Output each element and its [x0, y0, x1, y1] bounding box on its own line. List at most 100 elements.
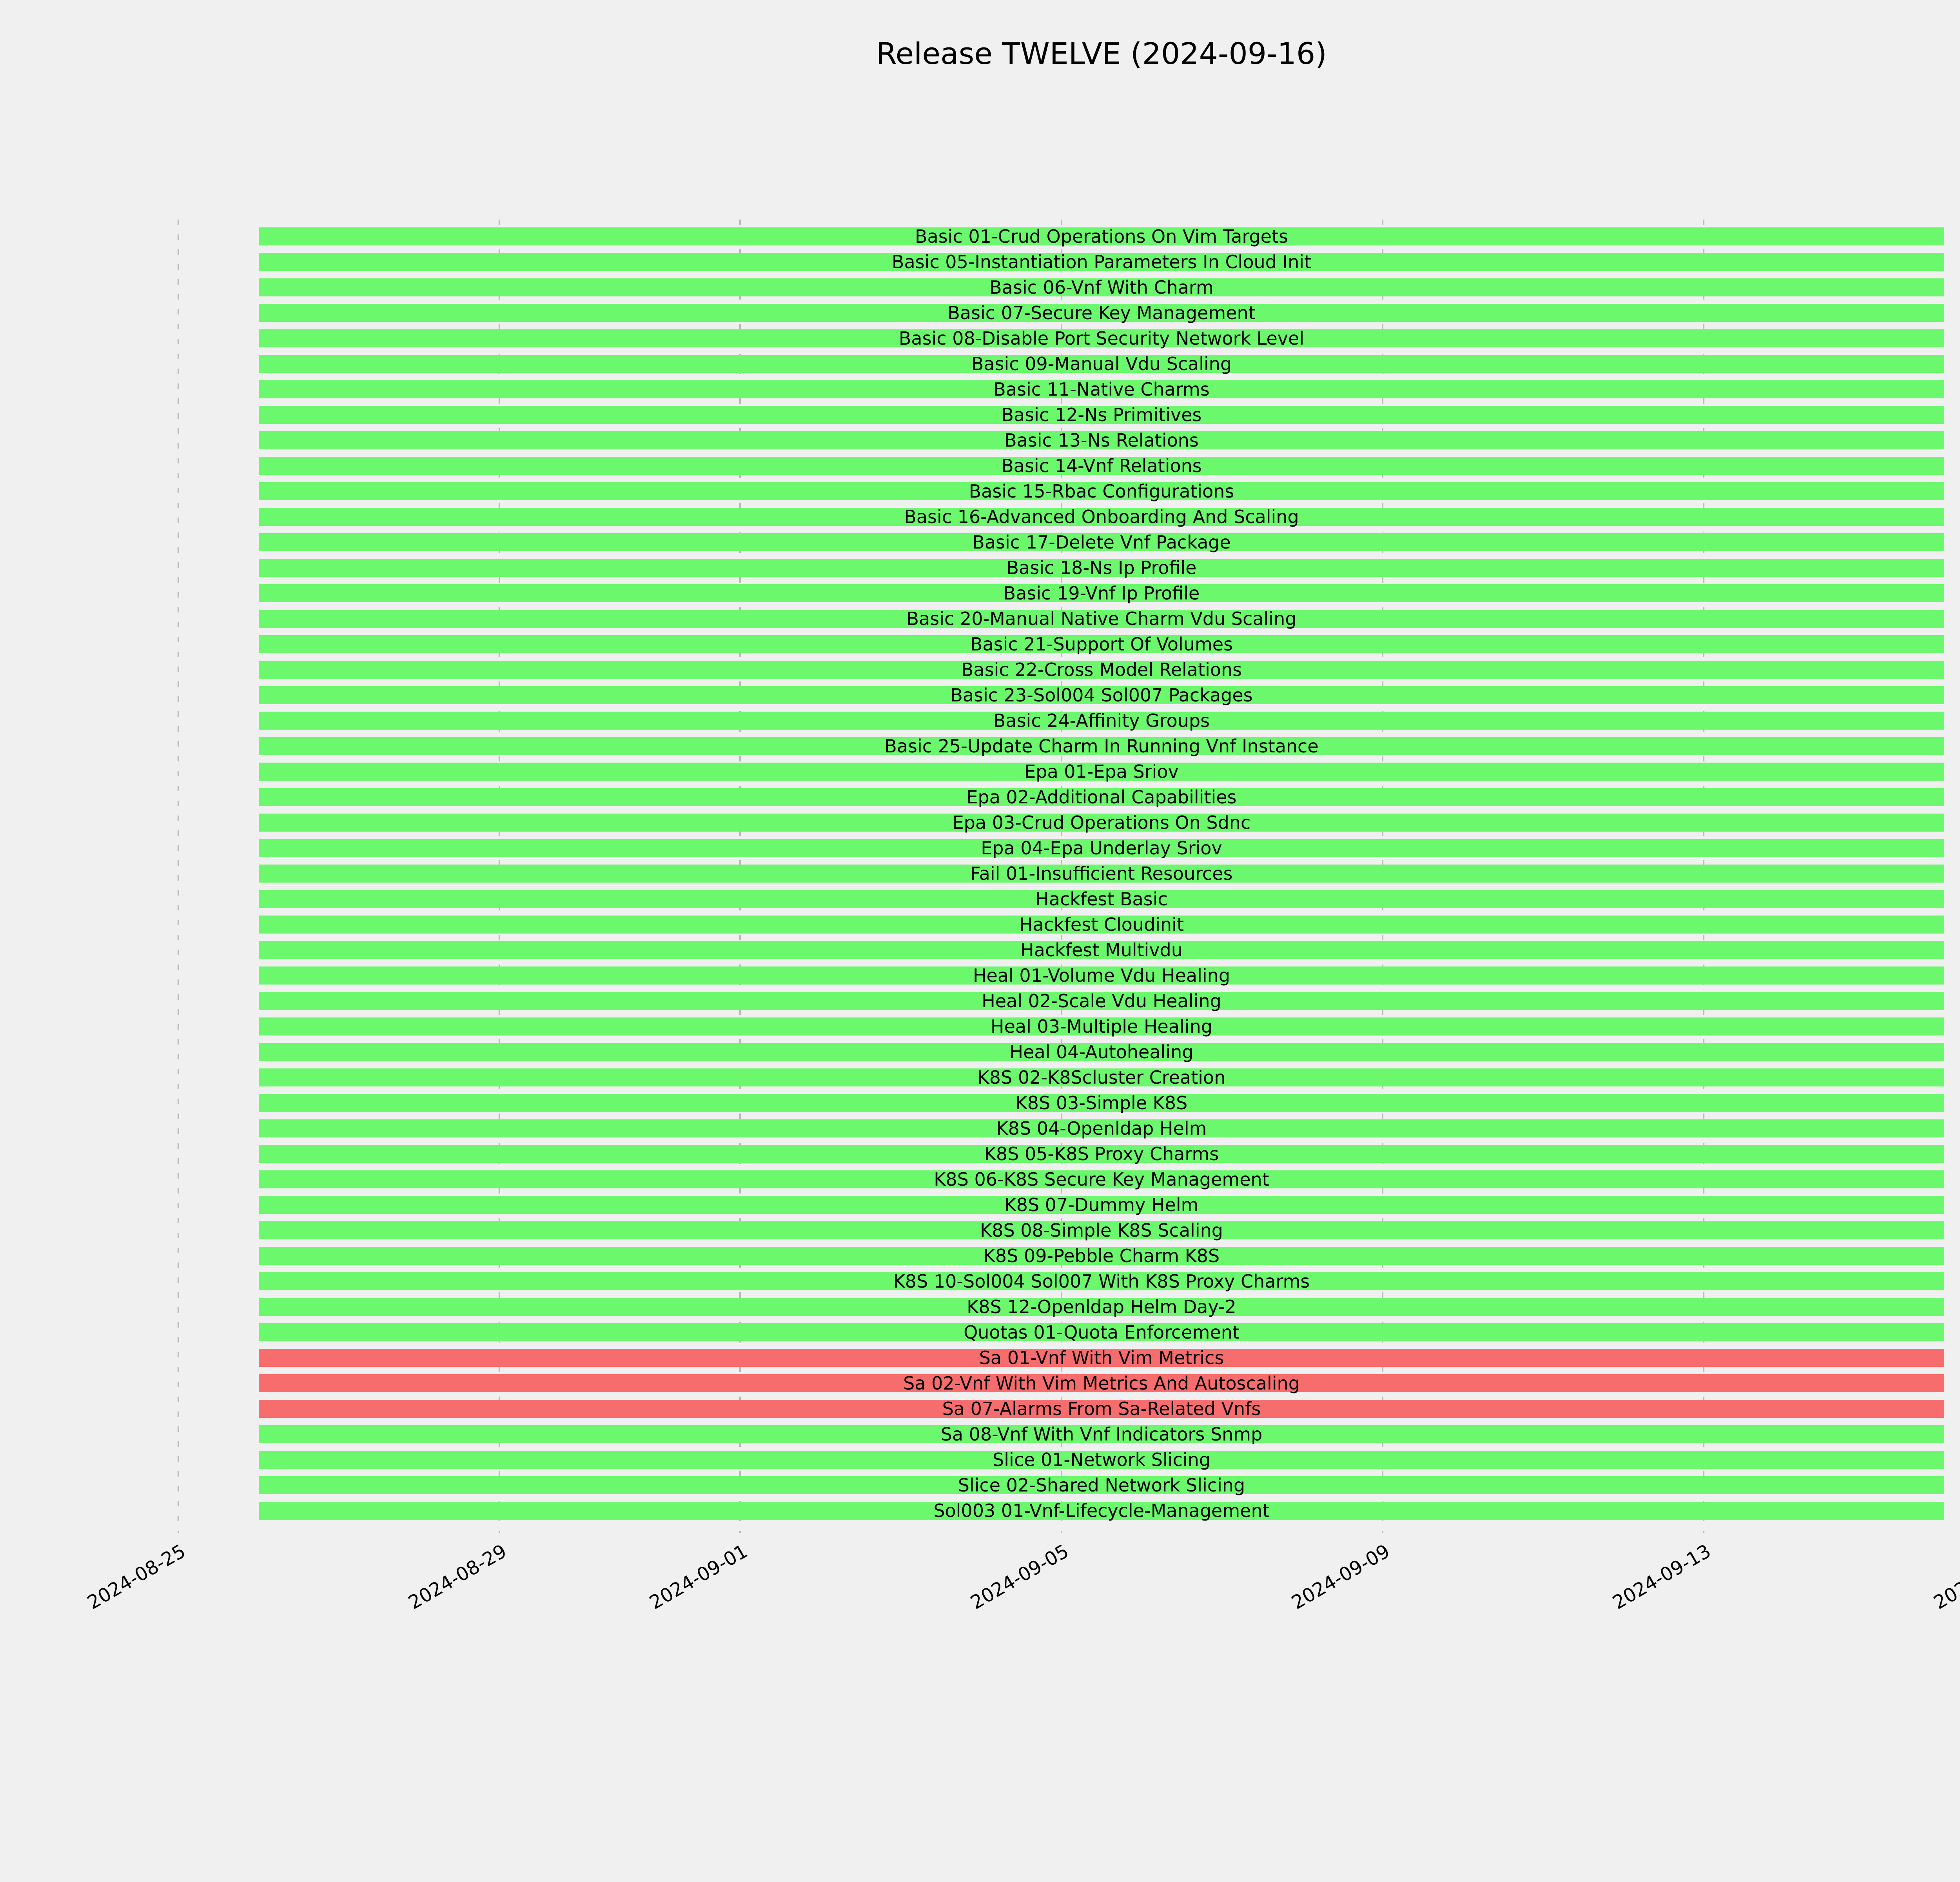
gantt-bar-pass: [258, 1221, 1945, 1239]
gantt-bar-label: Sa 01-Vnf With Vim Metrics: [979, 1347, 1224, 1368]
gantt-bar-label: K8S 06-K8S Secure Key Management: [934, 1169, 1269, 1190]
gantt-row: Sa 02-Vnf With Vim Metrics And Autoscali…: [178, 1373, 1960, 1394]
gantt-bar-label: Sa 08-Vnf With Vnf Indicators Snmp: [940, 1424, 1263, 1445]
gantt-bar-pass: [258, 1476, 1945, 1494]
gantt-bar-fail: [258, 1400, 1945, 1418]
gantt-bar-label: K8S 09-Pebble Charm K8S: [983, 1245, 1220, 1266]
gantt-row: Basic 21-Support Of Volumes: [178, 634, 1960, 655]
gantt-bar-pass: [258, 1323, 1945, 1341]
gantt-row: Basic 09-Manual Vdu Scaling: [178, 354, 1960, 374]
gantt-bar-pass: [258, 1425, 1945, 1443]
gantt-bar-label: Hackfest Multivdu: [1020, 939, 1183, 961]
gantt-bar-fail: [258, 1349, 1945, 1367]
gantt-bar-pass: [258, 1298, 1945, 1316]
gantt-bar-label: Epa 01-Epa Sriov: [1024, 761, 1179, 782]
gantt-row: Epa 03-Crud Operations On Sdnc: [178, 812, 1960, 833]
gantt-bar-label: Basic 16-Advanced Onboarding And Scaling: [904, 506, 1299, 527]
gantt-row: Basic 25-Update Charm In Running Vnf Ins…: [178, 736, 1960, 757]
gantt-bar-pass: [258, 1094, 1945, 1112]
gantt-bar-label: Basic 25-Update Charm In Running Vnf Ins…: [884, 736, 1319, 757]
gantt-row: Heal 04-Autohealing: [178, 1042, 1960, 1062]
gantt-row: K8S 12-Openldap Helm Day-2: [178, 1296, 1960, 1317]
gantt-row: Basic 24-Affinity Groups: [178, 711, 1960, 730]
gantt-row: K8S 04-Openldap Helm: [178, 1118, 1960, 1139]
gantt-bar-pass: [258, 788, 1945, 806]
x-tick-label: 2024-08-29: [405, 1540, 511, 1614]
gantt-bar-label: K8S 02-K8Scluster Creation: [977, 1067, 1226, 1088]
gantt-row: Basic 17-Delete Vnf Package: [178, 532, 1960, 553]
gantt-bar-pass: [258, 329, 1945, 347]
gantt-bar-pass: [258, 814, 1945, 832]
gantt-row: Hackfest Basic: [178, 889, 1960, 909]
gantt-row: Slice 01-Network Slicing: [178, 1450, 1960, 1470]
gridline: [178, 220, 179, 1533]
gantt-bar-pass: [258, 1068, 1945, 1086]
gantt-bar-pass: [258, 712, 1945, 730]
gantt-row: Basic 12-Ns Primitives: [178, 405, 1960, 425]
x-axis: 2024-08-25 2024-08-29 2024-09-01 2024-09-05…: [83, 1533, 1960, 1690]
gantt-row: Hackfest Multivdu: [178, 939, 1960, 961]
gantt-bar-label: Basic 07-Secure Key Management: [947, 302, 1256, 323]
x-tick-label: 2024-08-25: [83, 1540, 190, 1614]
gantt-row: Quotas 01-Quota Enforcement: [178, 1322, 1960, 1342]
gantt-bar-pass: [258, 941, 1945, 959]
gantt-row: Slice 02-Shared Network Slicing: [178, 1475, 1960, 1496]
plot-area: Basic 01-Crud Operations On Vim Targets B…: [178, 220, 1960, 1533]
gantt-row: Epa 01-Epa Sriov: [178, 761, 1960, 782]
gantt-bar-label: Basic 21-Support Of Volumes: [970, 634, 1233, 655]
gantt-bar-pass: [258, 406, 1945, 424]
gantt-bar-label: Heal 02-Scale Vdu Healing: [982, 990, 1221, 1012]
gantt-bar-pass: [258, 533, 1945, 551]
gantt-row: K8S 06-K8S Secure Key Management: [178, 1169, 1960, 1190]
gantt-bar-label: K8S 12-Openldap Helm Day-2: [967, 1296, 1236, 1317]
gantt-bar-pass: [258, 1502, 1945, 1520]
gantt-bar-label: Hackfest Cloudinit: [1019, 914, 1184, 935]
gantt-bar-label: Slice 02-Shared Network Slicing: [958, 1475, 1245, 1496]
gantt-row: Basic 16-Advanced Onboarding And Scaling: [178, 506, 1960, 527]
gantt-bar-pass: [258, 304, 1945, 322]
gantt-bar-label: Basic 15-Rbac Configurations: [969, 481, 1234, 502]
gantt-bar-label: K8S 04-Openldap Helm: [996, 1118, 1207, 1139]
gantt-row: Basic 20-Manual Native Charm Vdu Scaling: [178, 608, 1960, 629]
gantt-bar-pass: [258, 763, 1945, 781]
gantt-row: Epa 02-Additional Capabilities: [178, 787, 1960, 808]
gantt-row: Heal 03-Multiple Healing: [178, 1017, 1960, 1036]
gantt-row: K8S 07-Dummy Helm: [178, 1194, 1960, 1215]
gantt-bar-label: Basic 22-Cross Model Relations: [961, 659, 1242, 680]
gantt-row: Hackfest Cloudinit: [178, 914, 1960, 935]
gantt-bar-label: Epa 02-Additional Capabilities: [966, 787, 1237, 808]
gantt-bar-pass: [258, 610, 1945, 628]
gantt-bar-pass: [258, 482, 1945, 500]
gantt-bar-label: Basic 08-Disable Port Security Network L…: [898, 328, 1305, 349]
gantt-row: Basic 01-Crud Operations On Vim Targets: [178, 226, 1960, 247]
gantt-bar-label: Basic 18-Ns Ip Profile: [1006, 557, 1197, 578]
gantt-bar-pass: [258, 227, 1945, 245]
x-tick-label: 2024-09-13: [1609, 1540, 1715, 1614]
gantt-bar-pass: [258, 1451, 1945, 1469]
gantt-bar-label: Basic 01-Crud Operations On Vim Targets: [915, 226, 1288, 247]
gantt-row: Basic 15-Rbac Configurations: [178, 481, 1960, 502]
gantt-row: Basic 19-Vnf Ip Profile: [178, 583, 1960, 603]
gantt-row: Sol003 01-Vnf-Lifecycle-Management: [178, 1500, 1960, 1521]
gantt-bar-label: Epa 03-Crud Operations On Sdnc: [952, 812, 1251, 833]
gantt-row: Basic 11-Native Charms: [178, 379, 1960, 400]
gantt-bar-label: Sol003 01-Vnf-Lifecycle-Management: [933, 1500, 1270, 1521]
gantt-bar-pass: [258, 865, 1945, 883]
gantt-row: Sa 01-Vnf With Vim Metrics: [178, 1347, 1960, 1368]
gantt-row: Basic 08-Disable Port Security Network L…: [178, 328, 1960, 349]
gantt-bar-label: K8S 07-Dummy Helm: [1004, 1194, 1199, 1215]
gantt-bar-pass: [258, 839, 1945, 857]
gantt-bar-pass: [258, 1145, 1945, 1163]
gantt-bar-pass: [258, 1170, 1945, 1188]
gantt-bar-label: Sa 02-Vnf With Vim Metrics And Autoscali…: [903, 1373, 1300, 1394]
gantt-row: Basic 13-Ns Relations: [178, 431, 1960, 450]
gantt-bar-label: Basic 20-Manual Native Charm Vdu Scaling: [906, 608, 1297, 629]
gantt-bar-label: Basic 17-Delete Vnf Package: [972, 532, 1231, 553]
gantt-row: Basic 06-Vnf With Charm: [178, 278, 1960, 297]
gantt-row: Epa 04-Epa Underlay Sriov: [178, 838, 1960, 858]
gantt-bar-label: Basic 11-Native Charms: [993, 379, 1210, 400]
gantt-bar-pass: [258, 431, 1945, 449]
gantt-bar-pass: [258, 737, 1945, 755]
gantt-bar-pass: [258, 457, 1945, 475]
gantt-bar-pass: [258, 966, 1945, 985]
